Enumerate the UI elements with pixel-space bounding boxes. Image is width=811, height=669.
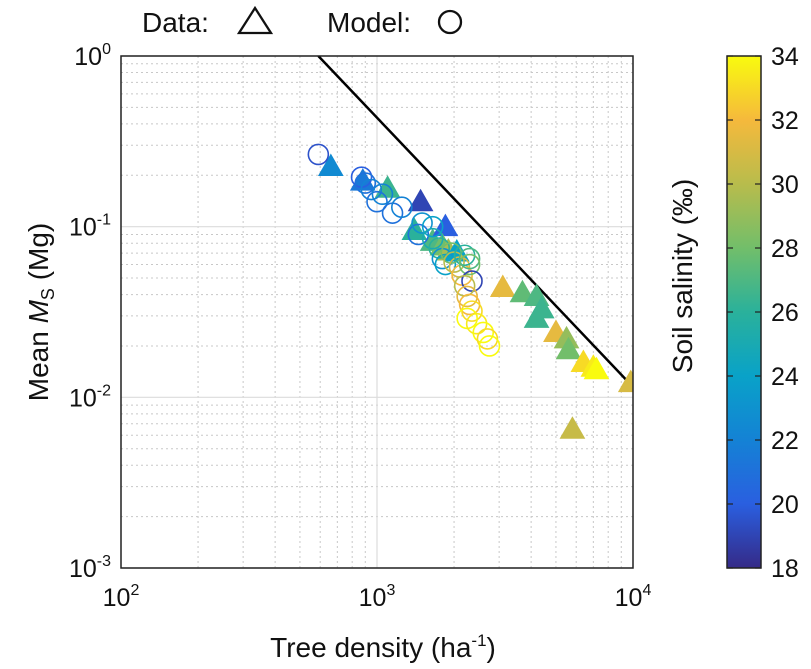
model-circle-point [472,321,495,344]
y-tick-label: 10-2 [69,382,111,412]
model-circle-point [366,190,388,213]
y-tick-label: 10-3 [69,553,111,583]
legend-model-label: Model: [327,7,411,38]
reference-line-group [317,56,633,388]
data-triangle-point [559,416,586,439]
y-tick-labels: 100 10-1 10-2 10-3 [69,41,111,583]
grid-lines [120,55,634,569]
model-circle-point [458,247,481,270]
model-circle-point [391,196,413,219]
data-triangle-point [407,188,434,212]
model-circle-point [461,270,483,292]
colorbar-tick-label: 24 [771,363,799,391]
data-triangle-point [555,336,582,360]
model-circle-point [428,237,451,259]
colorbar-tick-label: 18 [771,555,799,583]
data-triangle-point [617,369,633,393]
model-circle-point [307,143,330,166]
colorbar-tick-label: 34 [771,43,799,71]
x-tick-label: 103 [359,582,396,612]
colorbar-tick-label: 26 [771,299,799,327]
x-axis-label: Tree density (ha-1) [270,631,496,663]
model-circle-point [421,215,444,238]
data-triangle-point [317,153,344,177]
x-tick-labels: 102 103 104 [103,582,652,612]
model-circle-point [461,300,483,322]
model-circle-point [407,223,430,246]
data-triangle-point [489,274,516,298]
colorbar-tick-label: 32 [771,107,799,135]
y-tick-label: 100 [74,41,111,71]
legend-triangle-icon [236,5,274,35]
model-circle-point [478,335,501,357]
colorbar-ticks: 18 20 22 24 26 28 30 32 34 [727,43,799,583]
legend-circle-icon [437,9,463,35]
model-circle-point [371,183,394,205]
data-triangle-point [523,305,550,328]
colorbar-tick-label: 28 [771,235,799,263]
data-triangle-point [583,356,610,380]
model-circle-point [458,253,481,276]
colorbar-tick-label: 30 [771,171,799,199]
model-circle-point [456,285,478,308]
legend-data-label: Data: [142,7,209,38]
y-tick-label: 10-1 [69,212,111,242]
colorbar-tick-label: 22 [771,427,799,455]
plot-frame [120,55,634,569]
x-tick-label: 104 [615,582,652,612]
x-tick-label: 102 [103,582,140,612]
colorbar-label: Soil salinity (‰) [667,179,698,373]
model-circle-point [360,178,383,201]
reference-line [317,56,633,388]
y-axis-label: Mean MS (Mg) [23,223,58,402]
colorbar-tick-label: 20 [771,491,799,519]
scatter-marks [307,143,633,439]
model-circle-point [411,212,433,234]
data-triangle-point [509,279,536,303]
model-circle-point [443,251,465,273]
model-circle-point [434,253,457,276]
model-circle-point [354,172,377,194]
